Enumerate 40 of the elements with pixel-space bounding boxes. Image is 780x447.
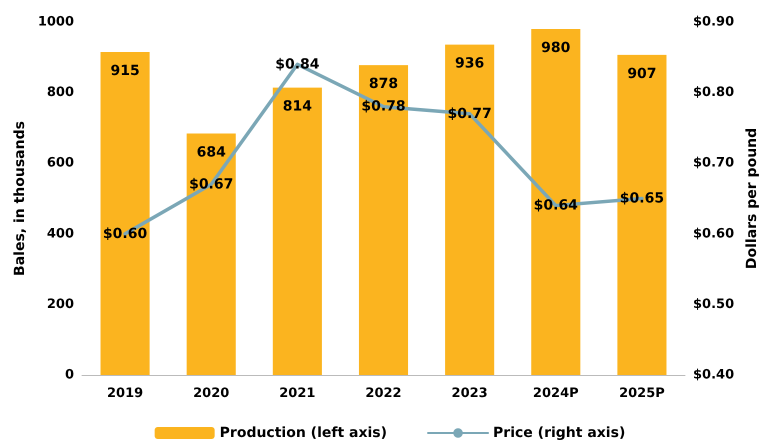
y-tick-label: 200 (46, 296, 74, 312)
bar (531, 29, 580, 375)
data-label: $0.84 (275, 56, 320, 72)
legend-label: Price (right axis) (493, 425, 626, 441)
data-label: 980 (541, 40, 571, 56)
data-label: 936 (455, 56, 484, 72)
bar (100, 52, 150, 375)
y-tick-label: 800 (46, 85, 74, 100)
bar (272, 88, 322, 375)
bar (186, 134, 236, 375)
data-label: 907 (627, 66, 657, 82)
bar (358, 65, 408, 375)
data-label: $0.65 (620, 190, 664, 206)
y-tick-label: 400 (46, 226, 74, 242)
data-label: $0.60 (102, 226, 148, 242)
y2-tick-label: $0.90 (693, 14, 734, 30)
y2-tick-label: $0.70 (693, 156, 734, 171)
bar (617, 54, 666, 375)
bar (445, 44, 494, 375)
x-tick-label: 2024P (532, 386, 579, 401)
y-axis-title: Bales, in thousands (12, 121, 28, 276)
data-label: 878 (368, 76, 398, 92)
y2-tick-label: $0.40 (693, 368, 734, 382)
y2-tick-label: $0.80 (693, 85, 734, 100)
data-label: 915 (110, 63, 140, 80)
y-tick-label: 1000 (38, 14, 74, 30)
y-tick-label: 600 (46, 156, 74, 171)
data-label: 814 (282, 98, 312, 115)
x-tick-label: 2022 (365, 386, 402, 401)
y-tick-label: 0 (64, 368, 74, 382)
y2-tick-label: $0.50 (693, 296, 734, 312)
legend-label: Production (left axis) (220, 425, 388, 441)
y2-axis-title: Dollars per pound (744, 128, 760, 270)
x-tick-label: 2025P (619, 386, 665, 401)
x-tick-label: 2020 (193, 386, 230, 401)
x-tick-label: 2023 (452, 386, 488, 401)
x-tick-label: 2019 (106, 386, 144, 401)
y2-tick-label: $0.60 (693, 226, 734, 242)
x-tick-label: 2021 (279, 386, 316, 401)
data-label: 684 (196, 144, 226, 161)
